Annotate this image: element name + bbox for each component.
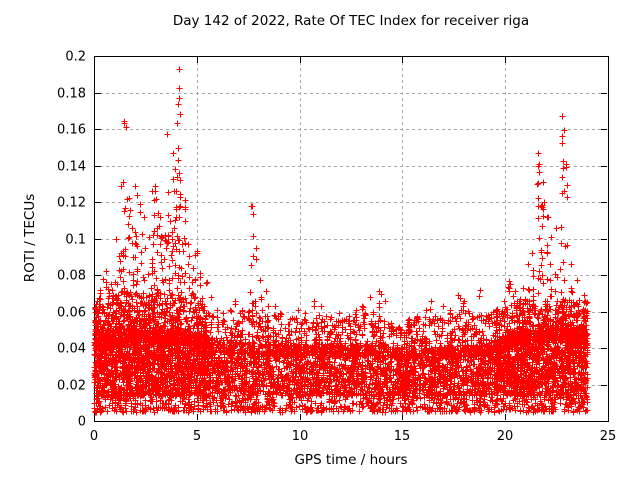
x-axis-label: GPS time / hours (294, 452, 408, 468)
y-tick-label: 0.1 (65, 233, 86, 248)
chart-title: Day 142 of 2022, Rate Of TEC Index for r… (172, 13, 530, 29)
x-tick-label: 25 (600, 429, 617, 444)
x-tick-label: 0 (90, 429, 98, 444)
y-tick-label: 0.12 (57, 196, 86, 211)
y-tick-label: 0.08 (57, 269, 86, 284)
grid-lines (94, 56, 608, 421)
y-tick-label: 0.02 (57, 379, 86, 394)
x-tick-label: 10 (292, 429, 309, 444)
scatter-points (91, 66, 591, 416)
y-tick-label: 0.18 (57, 87, 86, 102)
x-tick-label: 15 (394, 429, 411, 444)
x-tick-label: 20 (497, 429, 514, 444)
y-tick-label: 0.04 (57, 342, 86, 357)
y-tick-label: 0 (78, 415, 86, 430)
y-tick-label: 0.06 (57, 306, 86, 321)
axes-border-and-ticks (94, 56, 609, 422)
y-tick-label: 0.2 (65, 50, 86, 65)
x-tick-label: 5 (193, 429, 201, 444)
y-tick-label: 0.16 (57, 123, 86, 138)
y-tick-label: 0.14 (57, 160, 86, 175)
